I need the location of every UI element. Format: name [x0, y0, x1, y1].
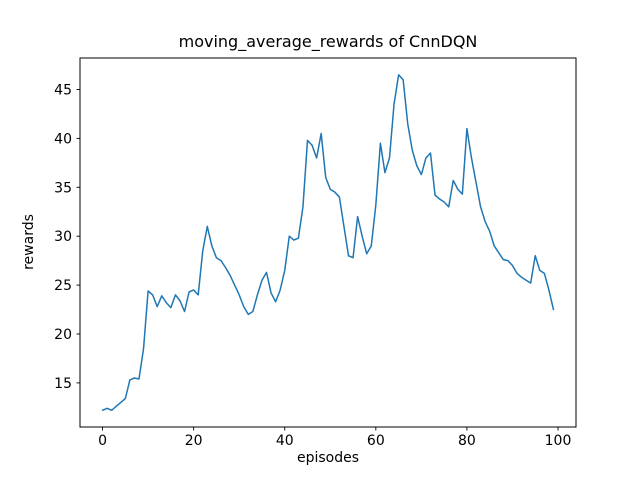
y-axis-label: rewards [21, 214, 37, 270]
y-tick-label: 45 [54, 82, 72, 98]
y-tick-label: 30 [54, 229, 72, 245]
x-tick-label: 20 [185, 433, 203, 449]
y-tick-label: 15 [54, 376, 72, 392]
x-tick-label: 40 [276, 433, 294, 449]
y-tick-label: 25 [54, 278, 72, 294]
chart-title: moving_average_rewards of CnnDQN [179, 32, 478, 52]
y-tick-label: 35 [54, 180, 72, 196]
y-tick-label: 40 [54, 131, 72, 147]
data-line [101, 74, 555, 412]
y-tick-label: 20 [54, 327, 72, 343]
plot-area-border [79, 57, 577, 428]
y-axis-ticks: 15 20 25 30 35 40 45 [54, 82, 80, 392]
x-axis-ticks: 0 20 40 60 80 100 [98, 427, 571, 449]
x-tick-label: 60 [367, 433, 385, 449]
x-tick-label: 100 [545, 433, 572, 449]
x-tick-label: 0 [98, 433, 107, 449]
x-axis-label: episodes [297, 450, 359, 466]
x-tick-label: 80 [458, 433, 476, 449]
